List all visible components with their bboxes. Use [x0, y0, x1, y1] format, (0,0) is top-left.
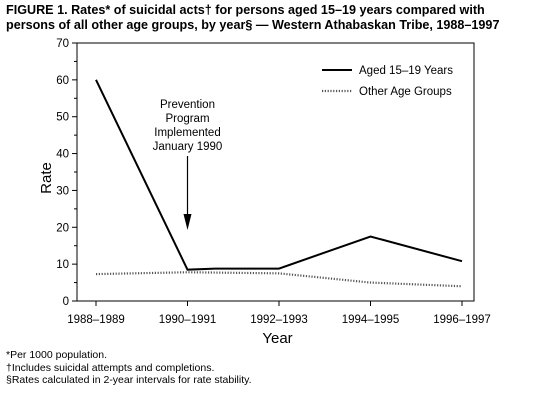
annotation-line-3: Implemented [154, 127, 220, 139]
footnote-1: *Per 1000 population. [6, 349, 107, 361]
y-tick-label: 0 [63, 296, 69, 308]
footnote-3: §Rates calculated in 2-year intervals fo… [6, 374, 252, 387]
legend-label-2: Other Age Groups [359, 86, 452, 98]
y-tick-label: 60 [56, 75, 69, 87]
x-axis-label: Year [262, 330, 292, 347]
plot-frame [76, 42, 475, 302]
annotation-line-1: Prevention [160, 99, 215, 111]
x-tick-label: 1994–1995 [342, 314, 400, 326]
annotation-line-4: January 1990 [153, 141, 223, 153]
y-tick-label: 20 [56, 222, 69, 234]
y-tick-label: 40 [56, 149, 69, 161]
y-axis-label: Rate [38, 162, 55, 194]
y-tick-label: 10 [56, 259, 69, 271]
x-tick-label: 1992–1993 [250, 314, 308, 326]
x-tick-label: 1990–1991 [159, 314, 217, 326]
series-line-1 [95, 79, 463, 271]
chart-title: FIGURE 1. Rates* of suicidal acts† for p… [6, 3, 546, 33]
series-line-2 [95, 271, 463, 288]
annotation-arrow-head [183, 214, 192, 230]
y-tick-label: 30 [56, 185, 69, 197]
title-line-2: persons of all other age groups, by year… [6, 18, 500, 32]
footnotes: *Per 1000 population. †Includes suicidal… [6, 349, 252, 387]
y-tick-label: 70 [56, 38, 69, 50]
annotation-line-2: Program [165, 113, 209, 125]
legend-label-1: Aged 15–19 Years [359, 65, 453, 77]
y-tick-label: 50 [56, 112, 69, 124]
title-line-1: FIGURE 1. Rates* of suicidal acts† for p… [6, 3, 485, 17]
footnote-2: †Includes suicidal attempts and completi… [6, 361, 215, 374]
x-tick-label: 1988–1989 [67, 314, 125, 326]
x-tick-label: 1996–1997 [433, 314, 491, 326]
